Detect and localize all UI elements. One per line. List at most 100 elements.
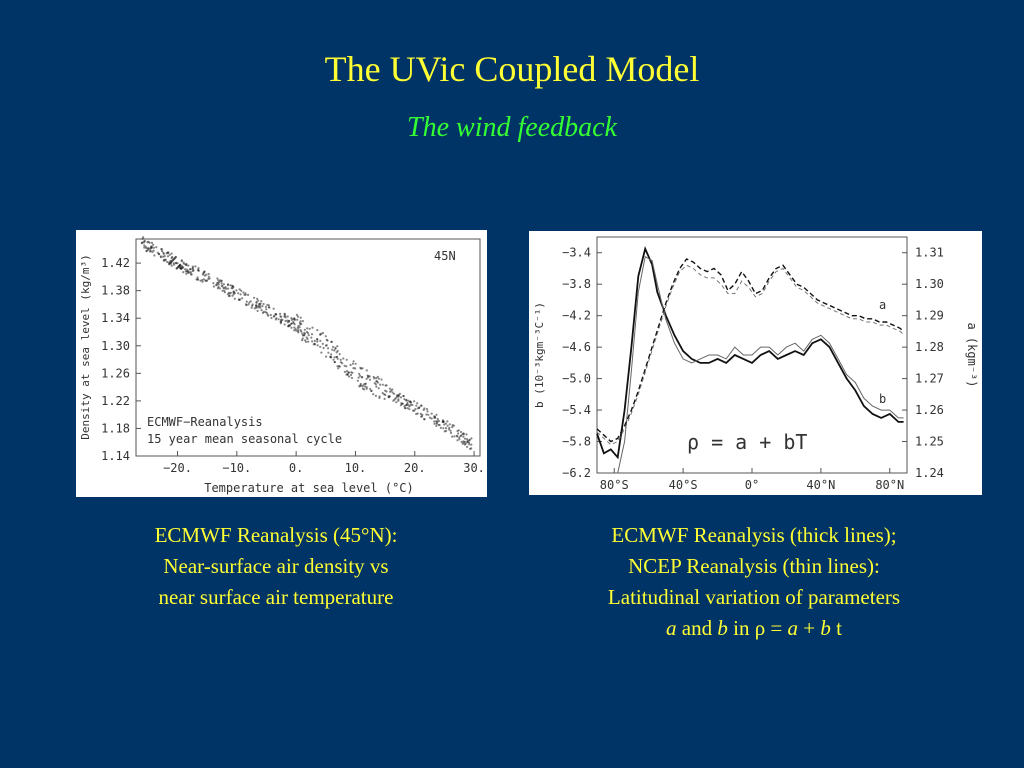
scatter-point [224, 286, 227, 289]
scatter-point [430, 417, 433, 420]
scatter-point [199, 279, 202, 282]
scatter-point [302, 334, 305, 337]
scatter-point [339, 358, 342, 361]
scatter-point [365, 369, 368, 372]
x-tick-label: 30. [463, 461, 485, 475]
scatter-point [426, 410, 429, 413]
scatter-point [270, 316, 273, 320]
scatter-point [446, 424, 449, 427]
scatter-point [458, 438, 461, 441]
left-caption: ECMWF Reanalysis (45°N): Near-surface ai… [86, 520, 466, 613]
scatter-point [149, 246, 152, 249]
scatter-point [253, 307, 256, 310]
scatter-point [391, 388, 394, 391]
scatter-point [405, 398, 408, 401]
scatter-point [365, 386, 368, 389]
scatter-point [221, 289, 224, 292]
scatter-point [466, 438, 469, 441]
scatter-point [215, 283, 219, 286]
scatter-point [168, 261, 171, 264]
scatter-point [190, 273, 193, 276]
scatter-point [409, 401, 412, 404]
scatter-point [255, 300, 258, 303]
scatter-point [310, 333, 314, 336]
scatter-point [399, 396, 403, 399]
left-y-tick-label: −5.0 [562, 372, 591, 386]
scatter-point [165, 252, 168, 255]
scatter-point [383, 397, 386, 400]
scatter-point [155, 246, 158, 249]
scatter-point [368, 378, 372, 381]
scatter-point [356, 379, 359, 382]
scatter-point [333, 349, 336, 352]
scatter-point [293, 323, 296, 326]
scatter-point [376, 381, 379, 384]
right-caption-line-2: NCEP Reanalysis (thin lines): [628, 554, 880, 578]
scatter-point [455, 434, 458, 437]
scatter-point [203, 274, 206, 277]
scatter-point [319, 333, 322, 336]
scatter-point [279, 312, 282, 315]
scatter-point [216, 281, 219, 285]
scatter-point [273, 315, 276, 318]
scatter-point [231, 284, 234, 288]
scatter-point [293, 329, 296, 332]
scatter-point [406, 407, 409, 410]
scatter-point [361, 387, 364, 390]
caption-var-a-2: a [787, 616, 799, 640]
scatter-point [149, 250, 152, 253]
scatter-point [188, 268, 192, 271]
scatter-point [345, 365, 348, 368]
scatter-point [143, 246, 146, 249]
scatter-point [395, 401, 398, 404]
scatter-point [299, 316, 302, 319]
scatter-point [267, 306, 270, 309]
scatter-point [336, 349, 339, 353]
scatter-point [364, 385, 367, 388]
scatter-point [231, 287, 234, 290]
caption-var-a: a [666, 616, 677, 640]
scatter-point [151, 250, 154, 253]
scatter-point [196, 278, 199, 281]
scatter-point [245, 300, 248, 303]
left-caption-line-2: Near-surface air density vs [163, 554, 389, 578]
scatter-point [307, 334, 310, 337]
scatter-point [152, 243, 155, 246]
scatter-point [381, 392, 384, 395]
scatter-point [275, 317, 278, 320]
scatter-point [457, 432, 460, 435]
scatter-point [204, 279, 207, 282]
scatter-point [197, 268, 200, 271]
scatter-point [295, 329, 298, 332]
scatter-point [372, 375, 375, 379]
scatter-point [168, 253, 171, 256]
scatter-point [297, 330, 300, 333]
scatter-point [322, 346, 325, 350]
scatter-point [259, 306, 262, 309]
scatter-point [377, 387, 380, 390]
scatter-point [392, 392, 396, 395]
scatter-point [451, 424, 454, 427]
scatter-point [370, 389, 373, 393]
scatter-point [339, 361, 342, 364]
scatter-point [242, 291, 245, 294]
scatter-point [300, 322, 303, 325]
scatter-point [418, 406, 421, 410]
scatter-point [444, 422, 447, 425]
scatter-point [365, 377, 368, 380]
scatter-point [466, 439, 469, 442]
scatter-point [425, 408, 429, 411]
scatter-point [331, 348, 334, 351]
scatter-point [175, 261, 178, 264]
x-tick-label: −20. [163, 461, 192, 475]
right-caption-line-1: ECMWF Reanalysis (thick lines); [611, 523, 897, 547]
scatter-point [265, 311, 268, 314]
scatter-point [164, 258, 167, 261]
scatter-point [324, 335, 327, 338]
scatter-point [257, 305, 260, 308]
series-line-b [596, 246, 904, 460]
scatter-point [306, 331, 310, 335]
scatter-point [333, 356, 336, 359]
scatter-point [153, 254, 156, 257]
right-y-tick-label: 1.29 [915, 309, 944, 323]
